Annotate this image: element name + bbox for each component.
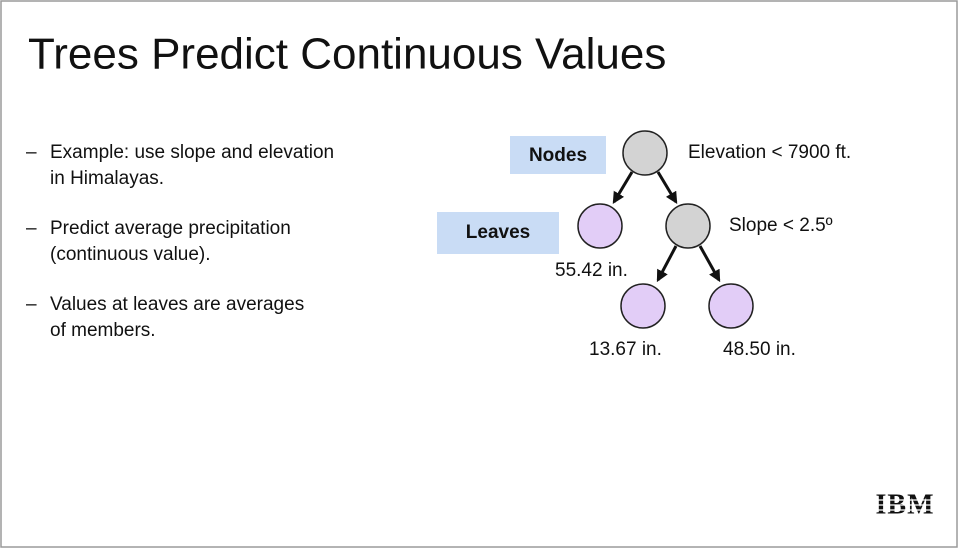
leaves-label: Leaves xyxy=(466,222,530,243)
bullet-text: Predict average precipitation xyxy=(50,218,291,239)
nodes-box xyxy=(510,136,606,174)
edge-arrow xyxy=(612,171,634,205)
leaf-node xyxy=(620,283,666,329)
edge-arrow xyxy=(698,245,721,283)
bullet-text: Values at leaves are averages xyxy=(50,294,304,315)
leaf-node xyxy=(708,283,754,329)
edge-arrow xyxy=(656,171,678,205)
bullet-text: in Himalayas. xyxy=(50,168,164,189)
child-condition: Slope < 2.5º xyxy=(729,215,833,236)
logo-stripes xyxy=(875,499,936,516)
slide-title: Trees Predict Continuous Values xyxy=(28,30,666,79)
bullet-text: Example: use slope and elevation xyxy=(50,142,334,163)
bullet-dash: – xyxy=(26,218,37,239)
internal-node xyxy=(665,203,711,249)
bullet-dash: – xyxy=(26,294,37,315)
bullet-text: of members. xyxy=(50,320,156,341)
root-condition: Elevation < 7900 ft. xyxy=(688,142,851,163)
bullet-list: – Example: use slope and elevation in Hi… xyxy=(26,142,334,341)
leaf-value: 48.50 in. xyxy=(723,339,796,360)
nodes-label: Nodes xyxy=(529,145,587,166)
bullet-text: (continuous value). xyxy=(50,244,211,265)
tree-diagram: Nodes Leaves Elevation < 7900 ft. Slope … xyxy=(437,130,851,360)
leaves-box xyxy=(437,212,559,254)
edge-arrow xyxy=(656,245,678,283)
root-node xyxy=(622,130,668,176)
leaf-value: 55.42 in. xyxy=(555,260,628,281)
bullet-dash: – xyxy=(26,142,37,163)
leaf-value: 13.67 in. xyxy=(589,339,662,360)
leaf-node xyxy=(577,203,623,249)
